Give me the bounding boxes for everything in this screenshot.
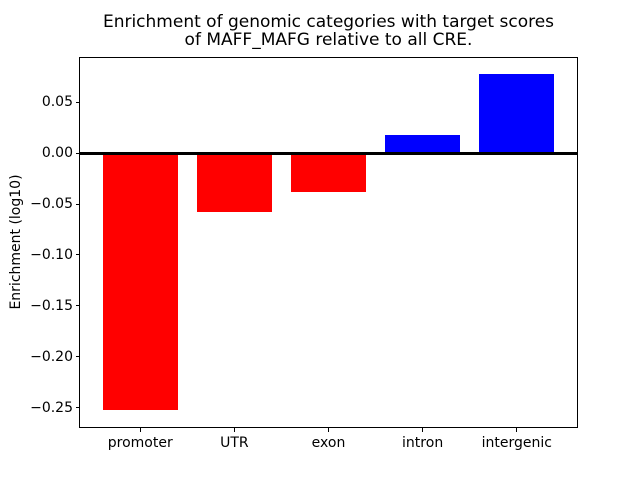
- y-tick-mark: [76, 254, 80, 256]
- x-tick-mark: [516, 428, 518, 432]
- chart-title: Enrichment of genomic categories with ta…: [102, 12, 555, 50]
- y-tick-label: 0.05: [41, 94, 73, 111]
- x-tick-mark: [328, 428, 329, 432]
- y-tick-label: −0.15: [30, 297, 73, 314]
- x-tick-mark: [139, 428, 141, 432]
- y-tick-label: −0.25: [30, 399, 73, 416]
- y-axis-label: Enrichment (log10): [8, 174, 24, 310]
- y-tick-label: −0.20: [30, 348, 73, 365]
- y-tick-mark: [76, 152, 80, 154]
- x-tick-label-intron: intron: [402, 435, 444, 451]
- bar-promoter: [102, 153, 178, 410]
- x-tick-label-promoter: promoter: [107, 435, 173, 451]
- x-tick-label-intergenic: intergenic: [481, 435, 552, 451]
- y-tick-mark: [76, 203, 80, 205]
- y-tick-mark: [76, 305, 80, 307]
- bar-intergenic: [479, 73, 555, 154]
- y-tick-mark: [76, 407, 80, 409]
- bar-exon: [290, 153, 367, 192]
- y-tick-mark: [76, 101, 80, 103]
- x-tick-mark: [422, 428, 424, 432]
- y-tick-mark: [76, 356, 80, 358]
- zero-line: [80, 151, 577, 155]
- bar-UTR: [196, 153, 273, 213]
- y-tick-label: 0.00: [41, 145, 73, 162]
- x-tick-label-UTR: UTR: [220, 435, 249, 451]
- y-tick-label: −0.05: [30, 196, 73, 213]
- x-tick-mark: [233, 428, 235, 432]
- y-tick-label: −0.10: [30, 246, 73, 263]
- x-tick-label-exon: exon: [311, 435, 346, 451]
- bar-intron: [384, 134, 461, 154]
